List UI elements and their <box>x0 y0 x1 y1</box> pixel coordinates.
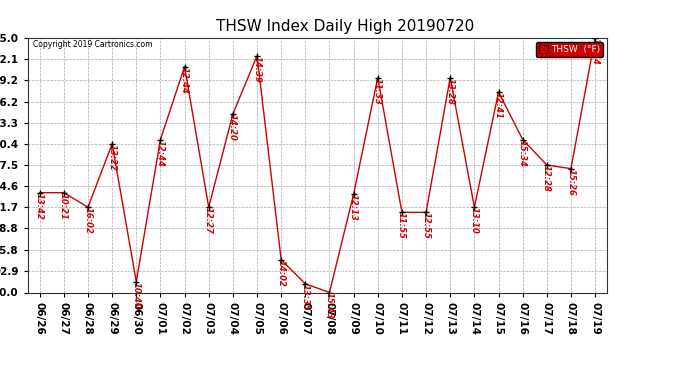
Text: 15:43: 15:43 <box>324 292 334 320</box>
Text: Copyright 2019 Cartronics.com: Copyright 2019 Cartronics.com <box>33 40 153 49</box>
Text: 13:22: 13:22 <box>107 144 117 171</box>
Text: 12:44: 12:44 <box>179 67 189 93</box>
Text: 13:42: 13:42 <box>34 193 44 219</box>
Text: 15:26: 15:26 <box>566 169 575 195</box>
Text: 12:27: 12:27 <box>204 207 213 234</box>
Text: 13:28: 13:28 <box>445 78 455 105</box>
Text: 13:35: 13:35 <box>300 284 310 310</box>
Text: 15:34: 15:34 <box>518 140 527 166</box>
Text: 13:10: 13:10 <box>469 207 479 234</box>
Text: 10:40: 10:40 <box>131 282 141 309</box>
Text: 14:02: 14:02 <box>276 260 286 286</box>
Text: 14:39: 14:39 <box>252 56 262 82</box>
Text: 11:55: 11:55 <box>397 212 406 239</box>
Text: 12:44: 12:44 <box>155 140 165 166</box>
Text: 15:44: 15:44 <box>590 38 600 64</box>
Text: THSW Index Daily High 20190720: THSW Index Daily High 20190720 <box>216 19 474 34</box>
Text: 16:02: 16:02 <box>83 207 92 234</box>
Text: 12:55: 12:55 <box>421 212 431 239</box>
Text: 11:33: 11:33 <box>373 78 382 105</box>
Text: 12:28: 12:28 <box>542 165 551 192</box>
Text: 14:20: 14:20 <box>228 114 237 141</box>
Text: 10:21: 10:21 <box>59 193 68 219</box>
Legend: THSW  (°F): THSW (°F) <box>536 42 602 57</box>
Text: 12:13: 12:13 <box>348 194 358 221</box>
Text: 12:41: 12:41 <box>493 92 503 119</box>
